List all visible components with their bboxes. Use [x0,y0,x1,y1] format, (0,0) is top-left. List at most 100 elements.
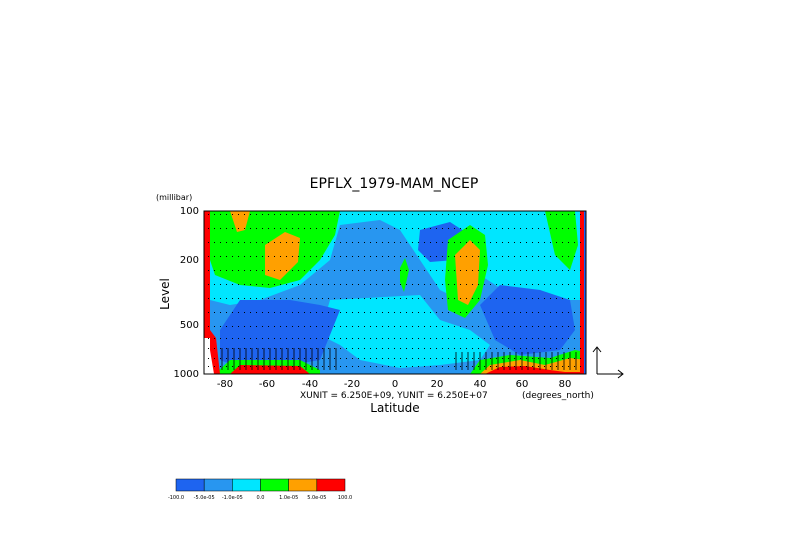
vector-dot [262,366,263,367]
vector-dot [292,214,293,215]
vector-dot [256,256,257,257]
vector-dot [544,270,545,271]
vector-dot [496,326,497,327]
vector-dot [556,228,557,229]
vector-dot [406,358,407,359]
vector-dot [520,358,521,359]
vector-dot [268,366,269,367]
vector-dot [424,228,425,229]
vector-dot [274,338,275,339]
vector-dot [238,338,239,339]
vector-dot [472,358,473,359]
vector-dot [346,228,347,229]
vector-dot [544,242,545,243]
vector-dot [532,312,533,313]
vector-dot [508,338,509,339]
vector-dot [508,242,509,243]
vector-dot [316,338,317,339]
vector-dot [406,228,407,229]
vector-dot [400,298,401,299]
vector-dot [454,338,455,339]
vector-dot [502,312,503,313]
vector-dot [448,284,449,285]
vector-dot [238,348,239,349]
vector-dot [472,228,473,229]
vector-dot [478,298,479,299]
vector-dot [274,326,275,327]
vector-dot [364,214,365,215]
vector-dot [508,348,509,349]
vector-dot [484,298,485,299]
vector-dot [436,358,437,359]
vector-dot [574,338,575,339]
vector-dot [466,242,467,243]
vector-dot [232,358,233,359]
vector-dot [550,358,551,359]
vector-dot [538,358,539,359]
vector-dot [508,270,509,271]
vector-dot [250,256,251,257]
vector-dot [298,256,299,257]
vector-dot [562,298,563,299]
vector-dot [304,270,305,271]
vector-dot [382,242,383,243]
vector-dot [496,242,497,243]
vector-dot [208,242,209,243]
vector-dot [328,228,329,229]
vector-dot [382,338,383,339]
vector-dot [562,214,563,215]
vector-dot [334,270,335,271]
vector-dot [352,256,353,257]
vector-dot [370,348,371,349]
vector-dot [406,366,407,367]
vector-dot [448,326,449,327]
vector-dot [442,270,443,271]
vector-dot [580,284,581,285]
vector-dot [490,326,491,327]
vector-dot [502,348,503,349]
reference-arrow-vertical-head [592,346,602,353]
vector-dot [454,284,455,285]
vector-dot [550,214,551,215]
vector-dot [304,358,305,359]
vector-dot [238,366,239,367]
vector-dot [322,312,323,313]
vector-dot [286,348,287,349]
vector-dot [250,228,251,229]
vector-dot [418,284,419,285]
vector-dot [550,312,551,313]
vector-dot [574,366,575,367]
vector-dot [328,358,329,359]
vector-dot [280,312,281,313]
vector-dot [418,256,419,257]
region-orange-north [455,240,480,305]
vector-dot [478,326,479,327]
vector-dot [502,228,503,229]
vector-dot [580,312,581,313]
vector-dot [334,312,335,313]
colorbar: -100.0 -5.0e-05 -1.0e-05 0.0 1.0e-05 5.0e-05 1… [168,478,352,501]
vector-dot [556,284,557,285]
vector-dot [226,338,227,339]
vector-dot [478,338,479,339]
vector-dot [526,256,527,257]
vector-dot [232,366,233,367]
vector-dot [442,338,443,339]
vector-dot [442,348,443,349]
vector-dot [220,366,221,367]
vector-dot [388,338,389,339]
region-red-northpole [580,211,584,374]
vector-dot [304,242,305,243]
vector-dot [496,214,497,215]
vector-dot [280,326,281,327]
vector-dot [334,366,335,367]
vector-dot [568,358,569,359]
vector-dot [406,284,407,285]
vector-dot [574,242,575,243]
vector-dot [340,366,341,367]
vector-dot [334,358,335,359]
vector-dot [322,358,323,359]
vector-dot [214,312,215,313]
vector-dot [310,284,311,285]
vector-dot [412,312,413,313]
